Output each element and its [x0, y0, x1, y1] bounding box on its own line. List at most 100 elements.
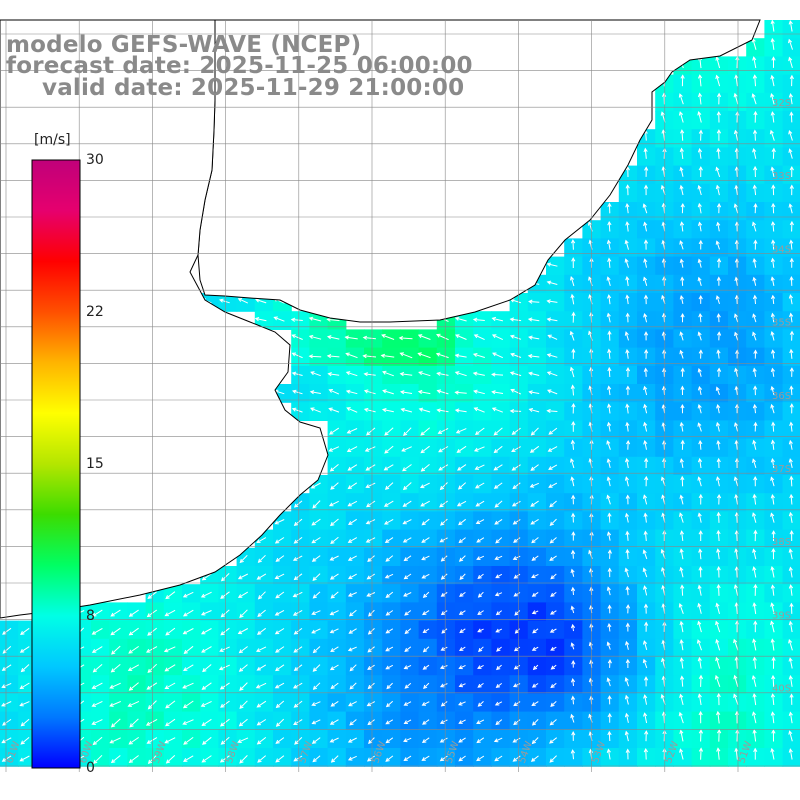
- wind-arrow-head: [238, 649, 243, 654]
- wind-arrow: [459, 683, 466, 687]
- wind-arrow: [400, 391, 413, 394]
- wind-arrow-head: [384, 485, 390, 490]
- wind-arrow-head: [550, 702, 555, 708]
- wind-arrow-head: [528, 371, 533, 376]
- wind-arrow: [494, 482, 503, 489]
- wind-arrow-head: [183, 649, 188, 654]
- wind-arrow-head: [678, 111, 684, 116]
- wind-arrow: [330, 737, 339, 743]
- wind-arrow-head: [366, 503, 371, 508]
- wind-arrow: [275, 609, 285, 616]
- wind-arrow: [514, 592, 521, 597]
- wind-arrow: [550, 701, 557, 707]
- wind-arrow: [438, 427, 449, 434]
- wind-arrow: [548, 427, 558, 435]
- wind-arrow-head: [643, 747, 649, 753]
- wind-arrow-head: [219, 685, 225, 690]
- wind-arrow-head: [385, 757, 390, 762]
- wind-arrow-head: [454, 408, 460, 413]
- wind-arrow-head: [698, 566, 703, 571]
- wind-arrow: [771, 167, 775, 177]
- wind-arrow: [202, 736, 212, 745]
- wind-arrow: [238, 628, 249, 634]
- wind-arrow-head: [716, 493, 722, 499]
- wind-arrow-head: [256, 740, 262, 745]
- wind-arrow: [661, 295, 666, 305]
- wind-arrow-head: [624, 730, 629, 736]
- wind-arrow-head: [643, 239, 649, 244]
- wind-arrow: [753, 494, 757, 505]
- wind-arrow: [440, 755, 448, 762]
- wind-arrow-head: [770, 638, 775, 643]
- wind-arrow: [422, 719, 430, 725]
- wind-arrow-head: [770, 74, 775, 80]
- wind-arrow: [662, 130, 666, 141]
- wind-arrow-head: [697, 184, 702, 190]
- wind-arrow-head: [398, 335, 404, 341]
- wind-arrow-head: [571, 257, 576, 262]
- wind-arrow-head: [421, 556, 426, 561]
- wind-arrow-head: [384, 431, 389, 436]
- wind-arrow: [311, 518, 321, 526]
- wind-arrow: [734, 204, 739, 214]
- wind-arrow: [220, 591, 230, 599]
- wind-arrow-head: [680, 313, 685, 318]
- wind-arrow: [752, 512, 757, 523]
- wind-arrow: [735, 494, 738, 505]
- wind-arrow-head: [200, 611, 206, 616]
- wind-arrow-head: [624, 712, 630, 718]
- wind-arrow-head: [643, 331, 649, 336]
- wind-arrow-head: [625, 166, 630, 171]
- wind-arrow-head: [548, 484, 553, 488]
- wind-arrow-head: [697, 584, 702, 590]
- wind-arrow: [772, 240, 775, 250]
- wind-arrow: [625, 259, 629, 268]
- wind-arrow-head: [385, 739, 390, 744]
- wind-arrow: [441, 646, 448, 651]
- wind-arrow-head: [511, 466, 516, 471]
- wind-arrow-head: [789, 184, 794, 189]
- wind-arrow-head: [644, 457, 649, 463]
- wind-arrow-head: [606, 476, 611, 481]
- wind-arrow-head: [423, 684, 428, 690]
- wind-arrow: [258, 591, 266, 600]
- wind-arrow: [735, 368, 739, 377]
- wind-arrow: [753, 730, 757, 742]
- wind-arrow: [400, 352, 413, 359]
- wind-arrow-head: [679, 240, 684, 245]
- wind-arrow: [572, 696, 574, 705]
- wind-arrow-head: [606, 748, 611, 753]
- wind-arrow: [643, 495, 648, 505]
- colorbar-tick-8: 8: [86, 608, 95, 624]
- wind-arrow-head: [385, 593, 390, 598]
- wind-arrow-head: [165, 595, 170, 600]
- wind-arrow: [643, 568, 648, 578]
- wind-arrow-head: [256, 703, 261, 708]
- wind-arrow-head: [531, 683, 537, 688]
- wind-arrow: [625, 641, 629, 650]
- wind-arrow-head: [771, 547, 776, 553]
- wind-arrow: [331, 755, 339, 763]
- wind-arrow-head: [752, 692, 757, 698]
- wind-arrow: [385, 537, 394, 543]
- wind-arrow: [239, 682, 248, 691]
- wind-arrow-head: [513, 574, 518, 579]
- wind-arrow-head: [385, 720, 390, 725]
- wind-arrow: [437, 409, 449, 413]
- wind-arrow-head: [399, 371, 405, 377]
- wind-arrow: [754, 404, 756, 414]
- wind-arrow: [440, 665, 448, 669]
- wind-arrow-head: [182, 630, 188, 635]
- wind-arrow: [475, 427, 485, 435]
- wind-arrow: [441, 628, 448, 634]
- wind-arrow-head: [661, 239, 666, 245]
- wind-arrow: [441, 573, 448, 580]
- wind-arrow-head: [403, 702, 408, 706]
- wind-arrow-head: [494, 701, 500, 706]
- wind-arrow-head: [680, 276, 685, 281]
- wind-arrow-head: [625, 748, 630, 753]
- wind-arrow-head: [716, 728, 722, 734]
- wind-arrow-head: [493, 466, 498, 471]
- wind-arrow-head: [237, 575, 243, 580]
- wind-arrow: [275, 646, 285, 653]
